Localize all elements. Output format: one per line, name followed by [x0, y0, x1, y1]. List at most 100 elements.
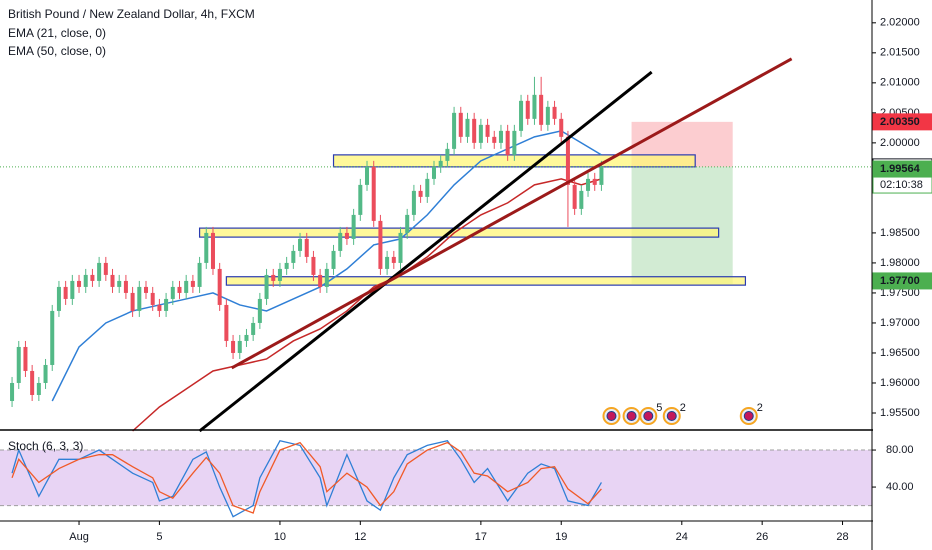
candle-body: [438, 160, 443, 167]
y-tick-label: 2.01500: [880, 47, 920, 59]
candle-body: [10, 382, 15, 401]
x-tick-label: 19: [555, 531, 567, 543]
candle-body: [110, 274, 115, 287]
candle-body: [351, 214, 356, 239]
candle-body: [257, 298, 262, 323]
event-count: 2: [757, 402, 763, 414]
candle-body: [117, 280, 122, 287]
target-zone: [631, 166, 733, 284]
x-tick-label: Aug: [69, 531, 89, 543]
candle-body: [237, 340, 242, 353]
candle-body: [63, 286, 68, 299]
candle-body: [539, 94, 544, 125]
candle-body: [545, 106, 550, 125]
candle-body: [164, 298, 169, 311]
candle-body: [492, 136, 497, 143]
candle-body: [210, 232, 215, 269]
candle-body: [559, 118, 564, 137]
candle-body: [137, 286, 142, 311]
chart-title: British Pound / New Zealand Dollar, 4h, …: [8, 7, 255, 21]
y-tick-label: 80.00: [886, 444, 914, 456]
candle-body: [398, 232, 403, 263]
candle-body: [552, 106, 557, 119]
event-flag: [743, 411, 754, 421]
trend-line: [198, 70, 653, 433]
candle-body: [291, 250, 296, 263]
candle-body: [572, 184, 577, 209]
candle-body: [565, 136, 570, 185]
candle-body: [358, 184, 363, 215]
candle-body: [532, 94, 537, 119]
y-tick-label: 1.98000: [880, 257, 920, 269]
x-tick-label: 12: [354, 531, 366, 543]
candle-body: [318, 274, 323, 287]
candle-body: [472, 118, 477, 143]
candle-body: [431, 166, 436, 179]
candle-body: [465, 118, 470, 137]
candle-body: [519, 100, 524, 131]
candle-body: [498, 130, 503, 143]
price-badge-label: 1.97700: [880, 275, 920, 287]
candle-body: [251, 322, 256, 335]
event-flag: [643, 411, 654, 421]
price-badge-label: 1.99564: [880, 163, 921, 175]
candle-body: [130, 292, 135, 311]
x-tick-label: 17: [475, 531, 487, 543]
y-tick-label: 2.01000: [880, 77, 920, 89]
candle-body: [344, 232, 349, 239]
event-count: 2: [680, 402, 686, 414]
y-tick-label: 1.95500: [880, 407, 920, 419]
candle-body: [157, 304, 162, 311]
y-tick-label: 1.98500: [880, 227, 920, 239]
candle-body: [411, 190, 416, 215]
y-tick-label: 1.96500: [880, 347, 920, 359]
candle-body: [271, 274, 276, 281]
candle-body: [452, 112, 457, 149]
candle-body: [150, 292, 155, 305]
candle-body: [43, 364, 48, 383]
candle-body: [425, 178, 430, 197]
candle-body: [264, 274, 269, 299]
event-count: 5: [656, 402, 662, 414]
candle-body: [586, 178, 591, 191]
candle-body: [70, 280, 75, 299]
candle-body: [177, 286, 182, 293]
candle-body: [143, 286, 149, 293]
candle-body: [512, 130, 517, 155]
price-badge-label: 2.00350: [880, 116, 920, 128]
zone: [225, 276, 747, 286]
candle-body: [184, 280, 189, 293]
price-badge: [872, 113, 932, 131]
candle-body: [244, 334, 249, 341]
candle-body: [405, 214, 410, 233]
countdown: 02:10:38: [880, 179, 923, 191]
x-tick-label: 10: [274, 531, 286, 543]
candle-body: [371, 166, 376, 221]
candle-body: [90, 274, 95, 281]
candle-body: [224, 304, 229, 341]
candle-body: [56, 286, 61, 311]
candle-body: [204, 232, 209, 263]
candle-body: [23, 346, 28, 371]
candle-body: [50, 310, 55, 365]
y-tick-label: 1.97000: [880, 317, 920, 329]
candle-body: [36, 382, 41, 395]
candle-body: [284, 262, 289, 269]
candle-body: [418, 190, 423, 197]
candle-body: [298, 238, 303, 251]
candle-body: [77, 280, 82, 287]
stoch-line: [11, 440, 602, 518]
x-tick-label: 26: [756, 531, 768, 543]
candle-body: [304, 238, 309, 257]
candle-body: [525, 100, 530, 119]
y-tick-label: 2.00000: [880, 137, 920, 149]
candle-body: [385, 256, 390, 269]
candle-body: [478, 124, 483, 143]
candle-body: [311, 256, 316, 275]
candle-body: [378, 220, 383, 269]
candle-body: [103, 262, 108, 275]
candle-body: [579, 190, 584, 209]
candle-body: [83, 274, 88, 287]
candle-body: [365, 166, 370, 185]
candle-body: [458, 112, 463, 137]
